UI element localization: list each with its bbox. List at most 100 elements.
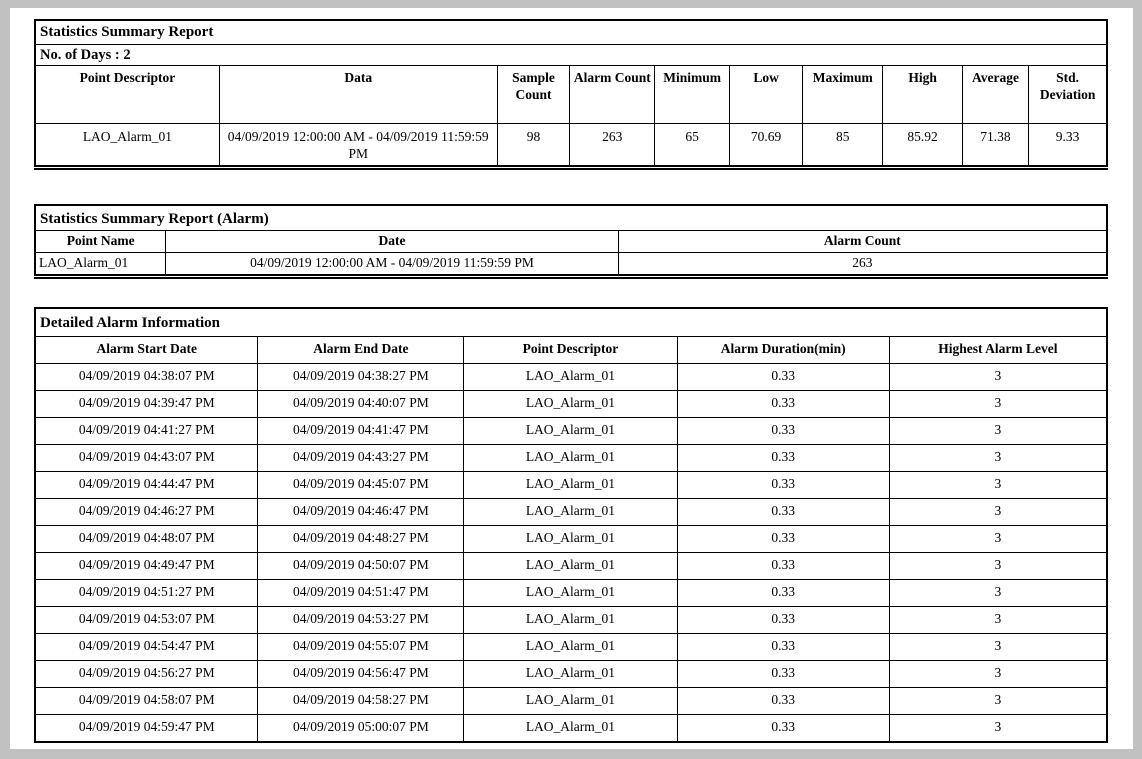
cell-alarm-start: 04/09/2019 04:41:27 PM (34, 416, 259, 445)
table-row: 04/09/2019 04:53:07 PM 04/09/2019 04:53:… (34, 605, 1108, 634)
col-header-sample-count: Sample Count (496, 64, 571, 124)
col-header-alarm-count: Alarm Count (569, 64, 656, 124)
col-header-alarm-start-date: Alarm Start Date (34, 335, 259, 364)
cell-alarm-duration: 0.33 (676, 713, 890, 742)
cell-alarm-duration: 0.33 (676, 389, 890, 418)
table-row: 04/09/2019 04:58:07 PM 04/09/2019 04:58:… (34, 686, 1108, 715)
cell-alarm-end: 04/09/2019 04:48:27 PM (257, 524, 465, 553)
cell-alarm-start: 04/09/2019 04:49:47 PM (34, 551, 259, 580)
cell-alarm-duration: 0.33 (676, 551, 890, 580)
cell-alarm-start: 04/09/2019 04:39:47 PM (34, 389, 259, 418)
col-header-alarm-duration: Alarm Duration(min) (676, 335, 890, 364)
cell-alarm-end: 04/09/2019 04:38:27 PM (257, 362, 465, 391)
cell-point-descriptor: LAO_Alarm_01 (463, 659, 678, 688)
cell-alarm-count: 263 (617, 252, 1108, 275)
cell-highest-alarm-level: 3 (888, 686, 1108, 715)
col-header-std-deviation: Std. Deviation (1028, 64, 1108, 124)
statistics-summary-alarm-table: Statistics Summary Report (Alarm) Point … (34, 203, 1108, 275)
col-header-alarm-end-date: Alarm End Date (257, 335, 465, 364)
cell-low: 70.69 (729, 122, 804, 165)
report1-title: Statistics Summary Report (34, 19, 1108, 45)
table-row: 04/09/2019 04:38:07 PM 04/09/2019 04:38:… (34, 362, 1108, 391)
col-header-average: Average (961, 64, 1030, 124)
table-row: 04/09/2019 04:44:47 PM 04/09/2019 04:45:… (34, 470, 1108, 499)
cell-highest-alarm-level: 3 (888, 389, 1108, 418)
cell-maximum: 85 (802, 122, 884, 165)
cell-high: 85.92 (882, 122, 963, 165)
cell-point-descriptor: LAO_Alarm_01 (463, 605, 678, 634)
cell-alarm-duration: 0.33 (676, 497, 890, 526)
statistics-summary-report-section: Statistics Summary Report No. of Days : … (34, 19, 1108, 170)
cell-std-deviation: 9.33 (1028, 122, 1108, 165)
table-row: 04/09/2019 04:56:27 PM 04/09/2019 04:56:… (34, 659, 1108, 688)
cell-highest-alarm-level: 3 (888, 362, 1108, 391)
cell-highest-alarm-level: 3 (888, 443, 1108, 472)
col-header-date: Date (165, 230, 619, 254)
cell-alarm-duration: 0.33 (676, 632, 890, 661)
statistics-summary-table: Statistics Summary Report No. of Days : … (34, 19, 1108, 165)
cell-highest-alarm-level: 3 (888, 524, 1108, 553)
report1-data-row: LAO_Alarm_01 04/09/2019 12:00:00 AM - 04… (34, 122, 1108, 165)
cell-point-descriptor: LAO_Alarm_01 (463, 362, 678, 391)
report1-days-subtitle: No. of Days : 2 (34, 43, 1108, 66)
col-header-highest-alarm-level: Highest Alarm Level (888, 335, 1108, 364)
cell-alarm-duration: 0.33 (676, 659, 890, 688)
cell-date-range: 04/09/2019 12:00:00 AM - 04/09/2019 11:5… (165, 252, 619, 275)
cell-point-name: LAO_Alarm_01 (34, 252, 167, 275)
table-row: 04/09/2019 04:51:27 PM 04/09/2019 04:51:… (34, 578, 1108, 607)
cell-alarm-start: 04/09/2019 04:53:07 PM (34, 605, 259, 634)
cell-alarm-end: 04/09/2019 04:51:47 PM (257, 578, 465, 607)
cell-highest-alarm-level: 3 (888, 416, 1108, 445)
cell-alarm-start: 04/09/2019 04:44:47 PM (34, 470, 259, 499)
cell-point-descriptor: LAO_Alarm_01 (463, 713, 678, 742)
cell-alarm-duration: 0.33 (676, 524, 890, 553)
cell-alarm-duration: 0.33 (676, 605, 890, 634)
cell-alarm-start: 04/09/2019 04:51:27 PM (34, 578, 259, 607)
cell-alarm-start: 04/09/2019 04:56:27 PM (34, 659, 259, 688)
cell-alarm-duration: 0.33 (676, 443, 890, 472)
cell-alarm-duration: 0.33 (676, 416, 890, 445)
statistics-summary-alarm-section: Statistics Summary Report (Alarm) Point … (34, 203, 1108, 280)
cell-alarm-end: 04/09/2019 04:46:47 PM (257, 497, 465, 526)
cell-highest-alarm-level: 3 (888, 713, 1108, 742)
cell-highest-alarm-level: 3 (888, 551, 1108, 580)
report2-header-row: Point Name Date Alarm Count (34, 230, 1108, 254)
col-header-point-descriptor: Point Descriptor (34, 64, 220, 124)
table-row: 04/09/2019 04:49:47 PM 04/09/2019 04:50:… (34, 551, 1108, 580)
cell-highest-alarm-level: 3 (888, 605, 1108, 634)
cell-alarm-end: 04/09/2019 04:50:07 PM (257, 551, 465, 580)
table-row: 04/09/2019 04:54:47 PM 04/09/2019 04:55:… (34, 632, 1108, 661)
cell-alarm-start: 04/09/2019 04:54:47 PM (34, 632, 259, 661)
cell-point-descriptor: LAO_Alarm_01 (463, 524, 678, 553)
cell-highest-alarm-level: 3 (888, 578, 1108, 607)
cell-minimum: 65 (654, 122, 731, 165)
col-header-alarm-count: Alarm Count (617, 230, 1108, 254)
report2-title: Statistics Summary Report (Alarm) (34, 204, 1108, 232)
cell-highest-alarm-level: 3 (888, 470, 1108, 499)
cell-alarm-duration: 0.33 (676, 470, 890, 499)
cell-alarm-duration: 0.33 (676, 362, 890, 391)
cell-alarm-duration: 0.33 (676, 578, 890, 607)
cell-alarm-end: 04/09/2019 04:40:07 PM (257, 389, 465, 418)
report3-header-row: Alarm Start Date Alarm End Date Point De… (34, 335, 1108, 364)
col-header-low: Low (729, 64, 804, 124)
cell-alarm-end: 04/09/2019 04:41:47 PM (257, 416, 465, 445)
table-row: 04/09/2019 04:48:07 PM 04/09/2019 04:48:… (34, 524, 1108, 553)
cell-alarm-end: 04/09/2019 04:58:27 PM (257, 686, 465, 715)
cell-alarm-end: 04/09/2019 04:55:07 PM (257, 632, 465, 661)
cell-data-range: 04/09/2019 12:00:00 AM - 04/09/2019 11:5… (218, 122, 498, 165)
cell-alarm-duration: 0.33 (676, 686, 890, 715)
cell-alarm-count: 263 (569, 122, 656, 165)
col-header-data: Data (218, 64, 498, 124)
table-row: 04/09/2019 04:59:47 PM 04/09/2019 05:00:… (34, 713, 1108, 742)
cell-alarm-start: 04/09/2019 04:59:47 PM (34, 713, 259, 742)
col-header-maximum: Maximum (802, 64, 884, 124)
cell-point-descriptor: LAO_Alarm_01 (463, 389, 678, 418)
report3-title: Detailed Alarm Information (34, 307, 1108, 337)
cell-point-descriptor: LAO_Alarm_01 (463, 551, 678, 580)
cell-point-descriptor: LAO_Alarm_01 (463, 443, 678, 472)
cell-alarm-end: 04/09/2019 04:45:07 PM (257, 470, 465, 499)
cell-alarm-end: 04/09/2019 04:53:27 PM (257, 605, 465, 634)
table-row: 04/09/2019 04:43:07 PM 04/09/2019 04:43:… (34, 443, 1108, 472)
cell-average: 71.38 (961, 122, 1030, 165)
